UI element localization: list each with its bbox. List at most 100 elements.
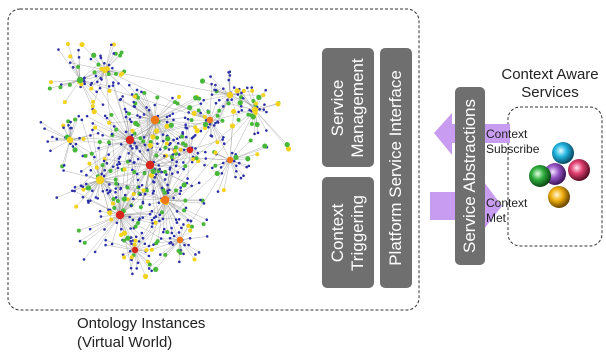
graph-node <box>162 227 166 231</box>
graph-node <box>220 118 225 123</box>
graph-node <box>163 169 168 174</box>
graph-node <box>150 225 154 228</box>
graph-node <box>175 210 179 213</box>
graph-edge <box>254 109 288 145</box>
graph-node <box>89 86 94 91</box>
graph-node <box>149 247 154 252</box>
graph-node <box>123 193 127 197</box>
graph-node <box>164 123 170 129</box>
graph-edge <box>149 161 177 166</box>
graph-node <box>163 154 166 158</box>
graph-edge <box>86 115 131 141</box>
graph-node <box>265 110 268 114</box>
service-abstractions-block: Service Abstractions <box>455 87 485 265</box>
graph-node <box>199 198 202 202</box>
graph-node <box>138 136 143 141</box>
graph-node <box>145 259 150 264</box>
graph-node <box>152 216 156 220</box>
graph-node <box>144 248 149 253</box>
graph-edge <box>151 239 181 251</box>
graph-node <box>182 223 185 226</box>
graph-node <box>122 167 127 172</box>
graph-node <box>142 136 146 139</box>
graph-node <box>91 99 96 104</box>
graph-node <box>68 54 73 59</box>
graph-edge <box>64 79 81 103</box>
graph-node <box>168 122 174 128</box>
service-icons-cluster <box>529 142 590 208</box>
graph-node <box>206 110 211 115</box>
graph-node <box>140 90 143 94</box>
graph-node <box>221 105 225 108</box>
graph-node <box>114 127 119 132</box>
graph-node <box>152 243 155 246</box>
graph-node <box>217 108 222 113</box>
graph-node <box>132 170 137 175</box>
graph-node <box>133 120 139 126</box>
graph-node <box>234 175 237 179</box>
graph-node <box>142 273 149 280</box>
graph-node <box>136 157 140 161</box>
graph-node <box>197 181 201 185</box>
graph-edge <box>223 159 231 191</box>
graph-node <box>172 196 175 200</box>
graph-node <box>116 163 119 166</box>
graph-node <box>143 192 147 196</box>
graph-node <box>95 90 98 94</box>
graph-node <box>105 116 109 120</box>
graph-node <box>248 108 251 112</box>
graph-node <box>216 190 220 193</box>
graph-node <box>168 168 172 171</box>
graph-node <box>107 120 112 125</box>
graph-node <box>161 217 165 221</box>
graph-edge <box>80 139 131 186</box>
graph-edge <box>119 181 154 216</box>
graph-edge <box>50 139 71 152</box>
graph-edge <box>69 116 79 141</box>
graph-node <box>71 66 75 69</box>
graph-node <box>133 238 138 243</box>
graph-node <box>115 199 120 204</box>
graph-edge <box>69 119 76 141</box>
graph-edge <box>58 49 81 81</box>
graph-node <box>183 164 188 169</box>
graph-node <box>236 93 240 96</box>
graph-node <box>62 100 67 105</box>
graph-node <box>240 91 243 95</box>
graph-node <box>236 117 241 122</box>
graph-node <box>140 183 144 187</box>
graph-node <box>111 42 116 47</box>
graph-node <box>249 122 254 127</box>
graph-node <box>135 220 140 225</box>
graph-node <box>179 186 182 189</box>
graph-node <box>170 172 174 175</box>
graph-node <box>210 93 214 96</box>
graph-node <box>163 252 168 257</box>
graph-node <box>147 108 151 112</box>
graph-node <box>177 217 181 221</box>
graph-node <box>222 136 225 139</box>
graph-node <box>132 242 137 247</box>
graph-edge <box>195 97 211 121</box>
graph-node <box>110 132 114 136</box>
graph-node <box>82 79 86 83</box>
graph-node <box>91 109 97 115</box>
graph-hub-node <box>115 210 125 220</box>
graph-node <box>131 218 135 222</box>
graph-node <box>186 218 190 222</box>
graph-node <box>178 260 181 264</box>
graph-node <box>87 161 92 166</box>
graph-node <box>143 143 147 147</box>
graph-edge <box>102 135 131 141</box>
graph-node <box>147 254 151 258</box>
graph-edge <box>164 199 193 227</box>
graph-edge <box>210 76 231 96</box>
graph-edge <box>99 162 135 181</box>
graph-node <box>135 146 138 150</box>
graph-node <box>151 222 154 225</box>
graph-node <box>227 78 230 82</box>
graph-node <box>284 141 290 148</box>
graph-hub-node <box>131 246 139 254</box>
graph-node <box>215 113 220 118</box>
graph-node <box>237 100 243 106</box>
